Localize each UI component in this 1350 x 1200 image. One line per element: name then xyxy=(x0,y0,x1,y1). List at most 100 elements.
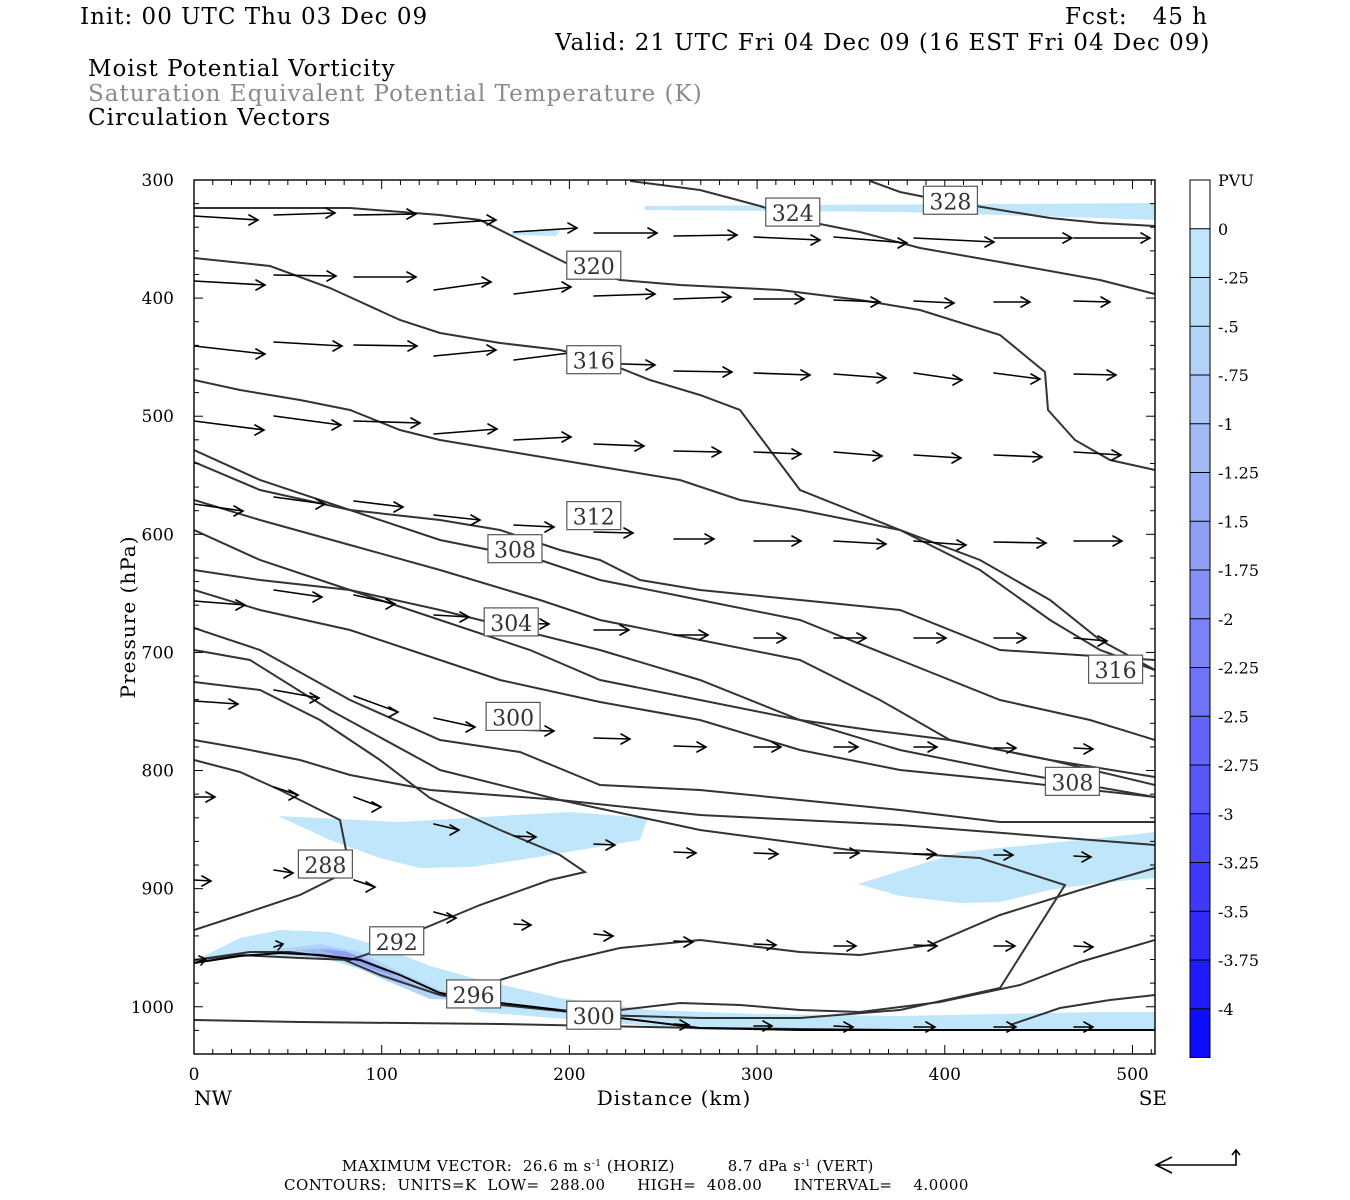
wind-vector xyxy=(353,695,400,718)
wind-vector xyxy=(753,939,778,951)
wind-vector xyxy=(753,535,803,547)
contour-label: 308 xyxy=(487,534,543,564)
wind-vector xyxy=(673,291,733,303)
thetae-contour xyxy=(194,589,1155,798)
wind-vector xyxy=(833,450,884,462)
wind-vector xyxy=(433,276,493,291)
contour-label-text: 308 xyxy=(1051,771,1093,796)
thetae-contour xyxy=(194,739,1155,846)
colorbar-label: -3.25 xyxy=(1218,854,1259,873)
contour-label: 300 xyxy=(566,1000,622,1030)
field-title-thetae: Saturation Equivalent Potential Temperat… xyxy=(88,81,703,107)
wind-vector xyxy=(753,741,783,753)
contour-label-text: 292 xyxy=(376,931,418,956)
wind-vector xyxy=(673,847,698,859)
wind-vector xyxy=(753,369,812,381)
wind-vector xyxy=(753,848,780,860)
wind-vector xyxy=(993,940,1017,952)
wind-vector xyxy=(513,431,573,443)
colorbar-swatch xyxy=(1190,423,1210,473)
contour-label-box xyxy=(297,849,353,879)
contour-label-text: 316 xyxy=(1095,659,1137,684)
contour-label: 300 xyxy=(485,701,541,731)
y-tick-label: 1000 xyxy=(131,998,174,1018)
colorbar-label: -3 xyxy=(1218,805,1234,824)
wind-vector xyxy=(273,270,338,282)
colorbar-swatch xyxy=(1190,765,1210,814)
wind-vector xyxy=(273,940,285,951)
contour-label-text: 320 xyxy=(573,255,615,280)
contour-label-box xyxy=(1044,766,1101,796)
wind-vector xyxy=(513,222,579,234)
wind-vector xyxy=(273,207,337,219)
contours-label: CONTOURS: xyxy=(284,1176,387,1194)
wind-vector xyxy=(194,875,213,887)
contour-label: 288 xyxy=(297,849,353,879)
contour-label-box xyxy=(485,701,541,731)
wind-vector xyxy=(353,271,418,283)
wind-vector xyxy=(753,448,803,460)
wind-vector xyxy=(913,236,996,248)
horiz-unit: (HORIZ) xyxy=(606,1157,676,1175)
horiz-exponent: -1 xyxy=(591,1159,602,1169)
wind-vector xyxy=(993,632,1028,644)
y-tick-label: 800 xyxy=(142,762,174,782)
wind-vector xyxy=(1073,635,1109,647)
wind-vector xyxy=(1073,851,1093,863)
contour-label-text: 300 xyxy=(492,706,534,731)
colorbar-label: -2.5 xyxy=(1218,707,1249,726)
wind-vector xyxy=(913,940,939,952)
wind-vector xyxy=(433,823,461,836)
contour-label-box xyxy=(1087,654,1144,684)
wind-vector xyxy=(753,632,788,644)
wind-vector xyxy=(353,500,405,513)
x-tick-label: 300 xyxy=(741,1065,773,1085)
colorbar-swatch xyxy=(1190,960,1210,1009)
x-end-left-label: NW xyxy=(194,1086,233,1110)
wind-vector xyxy=(1073,941,1095,953)
wind-vector xyxy=(593,733,632,745)
wind-vector xyxy=(194,279,267,291)
forecast-hour: Fcst: 45 h xyxy=(1065,4,1208,30)
mpv-region xyxy=(320,950,395,976)
wind-vector xyxy=(194,698,240,710)
plot-frame xyxy=(193,179,1156,1055)
contour-label-box xyxy=(369,926,425,956)
terrain-line xyxy=(193,951,1155,1031)
wind-vector xyxy=(353,340,419,352)
thetae-contour xyxy=(194,379,1155,671)
wind-vector xyxy=(353,417,422,429)
wind-vector xyxy=(353,208,418,220)
x-tick-label: 0 xyxy=(189,1065,200,1085)
wind-vector xyxy=(593,930,615,942)
reference-vector xyxy=(1154,1148,1241,1174)
wind-vector xyxy=(753,234,822,246)
wind-vector xyxy=(433,423,499,435)
contour-label-text: 300 xyxy=(573,1005,615,1030)
wind-vector xyxy=(913,372,964,386)
colorbar-label: -.5 xyxy=(1218,317,1239,336)
contours-units: UNITS=K xyxy=(397,1176,477,1194)
minor-ticks xyxy=(193,179,1155,1055)
wind-vector xyxy=(433,344,498,357)
contour-label-box xyxy=(487,534,543,564)
wind-vector xyxy=(593,440,646,452)
wind-vector xyxy=(273,496,327,510)
wind-vector xyxy=(913,848,938,860)
thetae-contour xyxy=(194,449,1155,741)
contour-label-box xyxy=(922,185,979,215)
colorbar-label: -.25 xyxy=(1218,269,1249,288)
wind-vector xyxy=(433,214,498,226)
contours-interval: INTERVAL= 4.0000 xyxy=(793,1176,969,1194)
colorbar-swatch xyxy=(1190,228,1210,278)
y-tick-label: 700 xyxy=(142,643,174,663)
wind-vector xyxy=(433,911,458,924)
y-axis-label: Pressure (hPa) xyxy=(116,536,140,699)
wind-vector xyxy=(273,689,321,704)
wind-vector xyxy=(833,847,861,859)
wind-vector xyxy=(353,594,397,610)
wind-vector xyxy=(593,227,659,239)
colorbar-label: -3.75 xyxy=(1218,951,1259,970)
contour-label-box xyxy=(566,345,622,375)
x-axis-label: Distance (km) xyxy=(597,1086,752,1110)
